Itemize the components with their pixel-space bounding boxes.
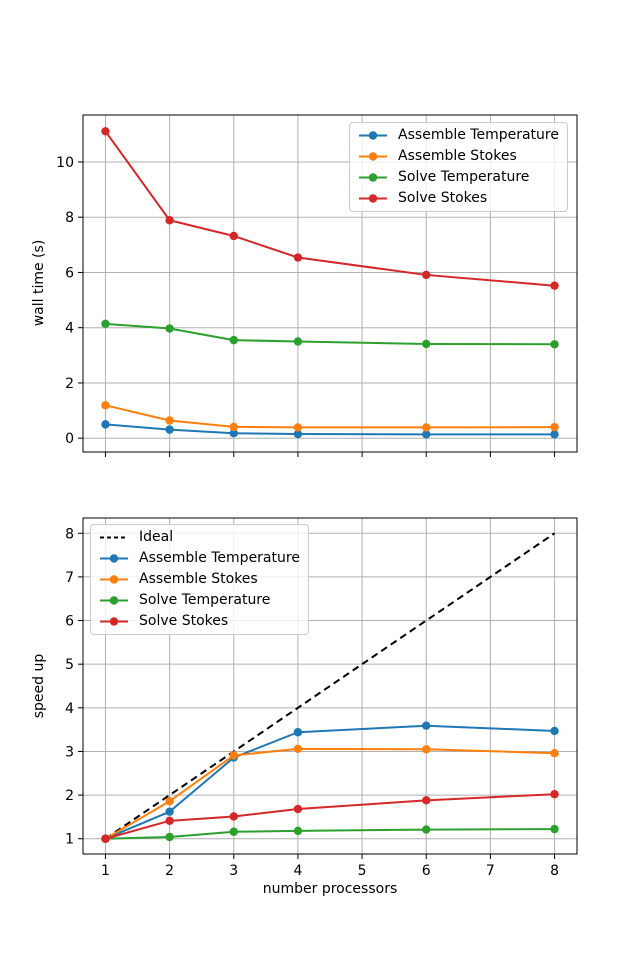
line-marker-icon [100, 554, 128, 563]
number-processors-axis-label: number processors [262, 881, 398, 897]
legend-label: Assemble Temperature [398, 127, 559, 143]
svg-text:8: 8 [550, 863, 559, 879]
legend-item-ideal: Ideal [99, 530, 300, 545]
tick-labels: 1 2 3 4 5 6 7 8 1 2 3 4 5 6 7 8 [65, 526, 559, 879]
legend-item-assemble-stokes: Assemble Stokes [358, 149, 559, 164]
svg-text:3: 3 [229, 863, 238, 879]
legend-item-solve-temperature: Solve Temperature [99, 593, 300, 608]
wall-time-legend: Assemble Temperature Assemble Stokes Sol… [349, 122, 568, 212]
dashed-line-icon [100, 536, 128, 539]
series-solve-temperature [101, 824, 559, 843]
svg-text:2: 2 [165, 863, 174, 879]
legend-label: Solve Stokes [139, 613, 229, 629]
tick-labels: 0 2 4 6 8 10 [56, 155, 74, 447]
tick-marks [78, 161, 556, 457]
svg-text:5: 5 [358, 863, 367, 879]
legend-item-assemble-stokes: Assemble Stokes [99, 572, 300, 587]
legend-label: Solve Stokes [398, 190, 488, 206]
tick-marks [78, 532, 556, 859]
series-solve-stokes [101, 127, 559, 290]
legend-label: Solve Temperature [398, 169, 530, 185]
line-marker-icon [359, 131, 388, 140]
svg-text:2: 2 [65, 788, 74, 804]
legend-label: Assemble Temperature [139, 550, 300, 566]
legend-label: Assemble Stokes [139, 571, 258, 587]
svg-text:8: 8 [65, 526, 74, 542]
svg-text:5: 5 [65, 657, 74, 673]
legend-item-solve-temperature: Solve Temperature [358, 170, 559, 185]
svg-text:7: 7 [486, 863, 495, 879]
svg-text:10: 10 [56, 155, 74, 171]
series-assemble-stokes [101, 401, 559, 432]
svg-text:6: 6 [422, 863, 431, 879]
series-assemble-temperature [101, 420, 559, 439]
svg-text:7: 7 [65, 570, 74, 586]
series-solve-temperature [101, 319, 559, 349]
line-marker-icon [359, 194, 388, 203]
svg-text:8: 8 [65, 210, 74, 226]
svg-text:6: 6 [65, 614, 74, 630]
svg-text:0: 0 [65, 431, 74, 447]
speed-up-legend: Ideal Assemble Temperature Assemble Stok… [90, 524, 309, 635]
series-solve-stokes [101, 790, 559, 843]
svg-text:4: 4 [65, 321, 74, 337]
legend-item-assemble-temperature: Assemble Temperature [99, 551, 300, 566]
legend-label: Assemble Stokes [398, 148, 517, 164]
axes-spines [82, 114, 578, 453]
line-marker-icon [359, 173, 388, 182]
line-marker-icon [100, 596, 128, 605]
svg-text:4: 4 [65, 701, 74, 717]
legend-item-solve-stokes: Solve Stokes [358, 191, 559, 206]
legend-item-solve-stokes: Solve Stokes [99, 614, 300, 629]
svg-text:2: 2 [65, 376, 74, 392]
speed-up-axis-label: speed up [31, 653, 47, 719]
legend-item-assemble-temperature: Assemble Temperature [358, 128, 559, 143]
axes-1: 1 2 3 4 5 6 7 8 1 2 3 4 5 6 7 8 [65, 517, 578, 879]
axes-spines [82, 517, 578, 855]
series-ideal [104, 532, 556, 840]
legend-label: Ideal [139, 529, 174, 545]
svg-text:4: 4 [293, 863, 302, 879]
line-marker-icon [100, 617, 128, 626]
svg-text:1: 1 [101, 863, 110, 879]
legend-label: Solve Temperature [139, 592, 271, 608]
line-marker-icon [359, 152, 388, 161]
wall-time-axis-label: wall time (s) [31, 239, 47, 327]
svg-text:6: 6 [65, 265, 74, 281]
svg-text:1: 1 [65, 832, 74, 848]
series-assemble-stokes [101, 744, 559, 843]
line-marker-icon [100, 575, 128, 584]
svg-text:3: 3 [65, 744, 74, 760]
